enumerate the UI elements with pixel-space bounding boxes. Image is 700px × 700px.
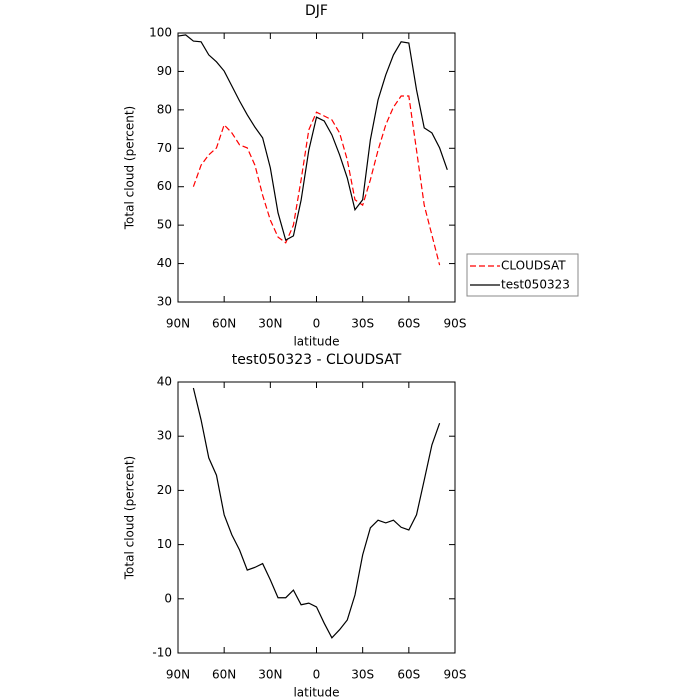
x-tick-label: 90S bbox=[444, 317, 467, 331]
y-tick-label: 30 bbox=[157, 295, 172, 309]
chart-title: DJF bbox=[305, 3, 328, 19]
y-tick-label: 70 bbox=[157, 141, 172, 155]
y-tick-label: 40 bbox=[157, 375, 172, 389]
x-tick-label: 90N bbox=[166, 317, 190, 331]
x-axis-label: latitude bbox=[293, 335, 339, 349]
y-tick-label: 40 bbox=[157, 256, 172, 270]
x-tick-label: 60S bbox=[397, 668, 420, 682]
x-tick-label: 30S bbox=[351, 668, 374, 682]
x-tick-label: 90N bbox=[166, 668, 190, 682]
y-tick-label: 90 bbox=[157, 64, 172, 78]
x-tick-label: 30N bbox=[258, 668, 282, 682]
y-tick-label: 50 bbox=[157, 218, 172, 232]
chart-title: test050323 - CLOUDSAT bbox=[232, 352, 402, 368]
data-line bbox=[192, 95, 441, 266]
x-axis-label: latitude bbox=[293, 686, 339, 700]
x-tick-label: 0 bbox=[313, 317, 321, 331]
plot-frame bbox=[177, 381, 456, 654]
x-tick-label: 30N bbox=[258, 317, 282, 331]
y-tick-label: 80 bbox=[157, 102, 172, 116]
data-line bbox=[192, 387, 441, 639]
legend-box bbox=[466, 253, 579, 297]
x-tick-label: 60N bbox=[212, 317, 236, 331]
y-tick-label: -10 bbox=[152, 646, 172, 660]
y-tick-label: 20 bbox=[157, 483, 172, 497]
legend-label: test050323 bbox=[501, 278, 570, 292]
y-axis-label: Total cloud (percent) bbox=[123, 106, 137, 230]
y-tick-label: 0 bbox=[164, 591, 172, 605]
x-tick-label: 60N bbox=[212, 668, 236, 682]
y-tick-label: 10 bbox=[157, 537, 172, 551]
x-tick-label: 0 bbox=[313, 668, 321, 682]
x-tick-label: 90S bbox=[444, 668, 467, 682]
x-tick-label: 60S bbox=[397, 317, 420, 331]
data-line bbox=[177, 34, 448, 242]
x-tick-label: 30S bbox=[351, 317, 374, 331]
y-axis-label: Total cloud (percent) bbox=[123, 456, 137, 580]
y-tick-label: 30 bbox=[157, 429, 172, 443]
y-tick-label: 100 bbox=[149, 26, 172, 40]
legend-label: CLOUDSAT bbox=[501, 259, 566, 273]
y-tick-label: 60 bbox=[157, 179, 172, 193]
